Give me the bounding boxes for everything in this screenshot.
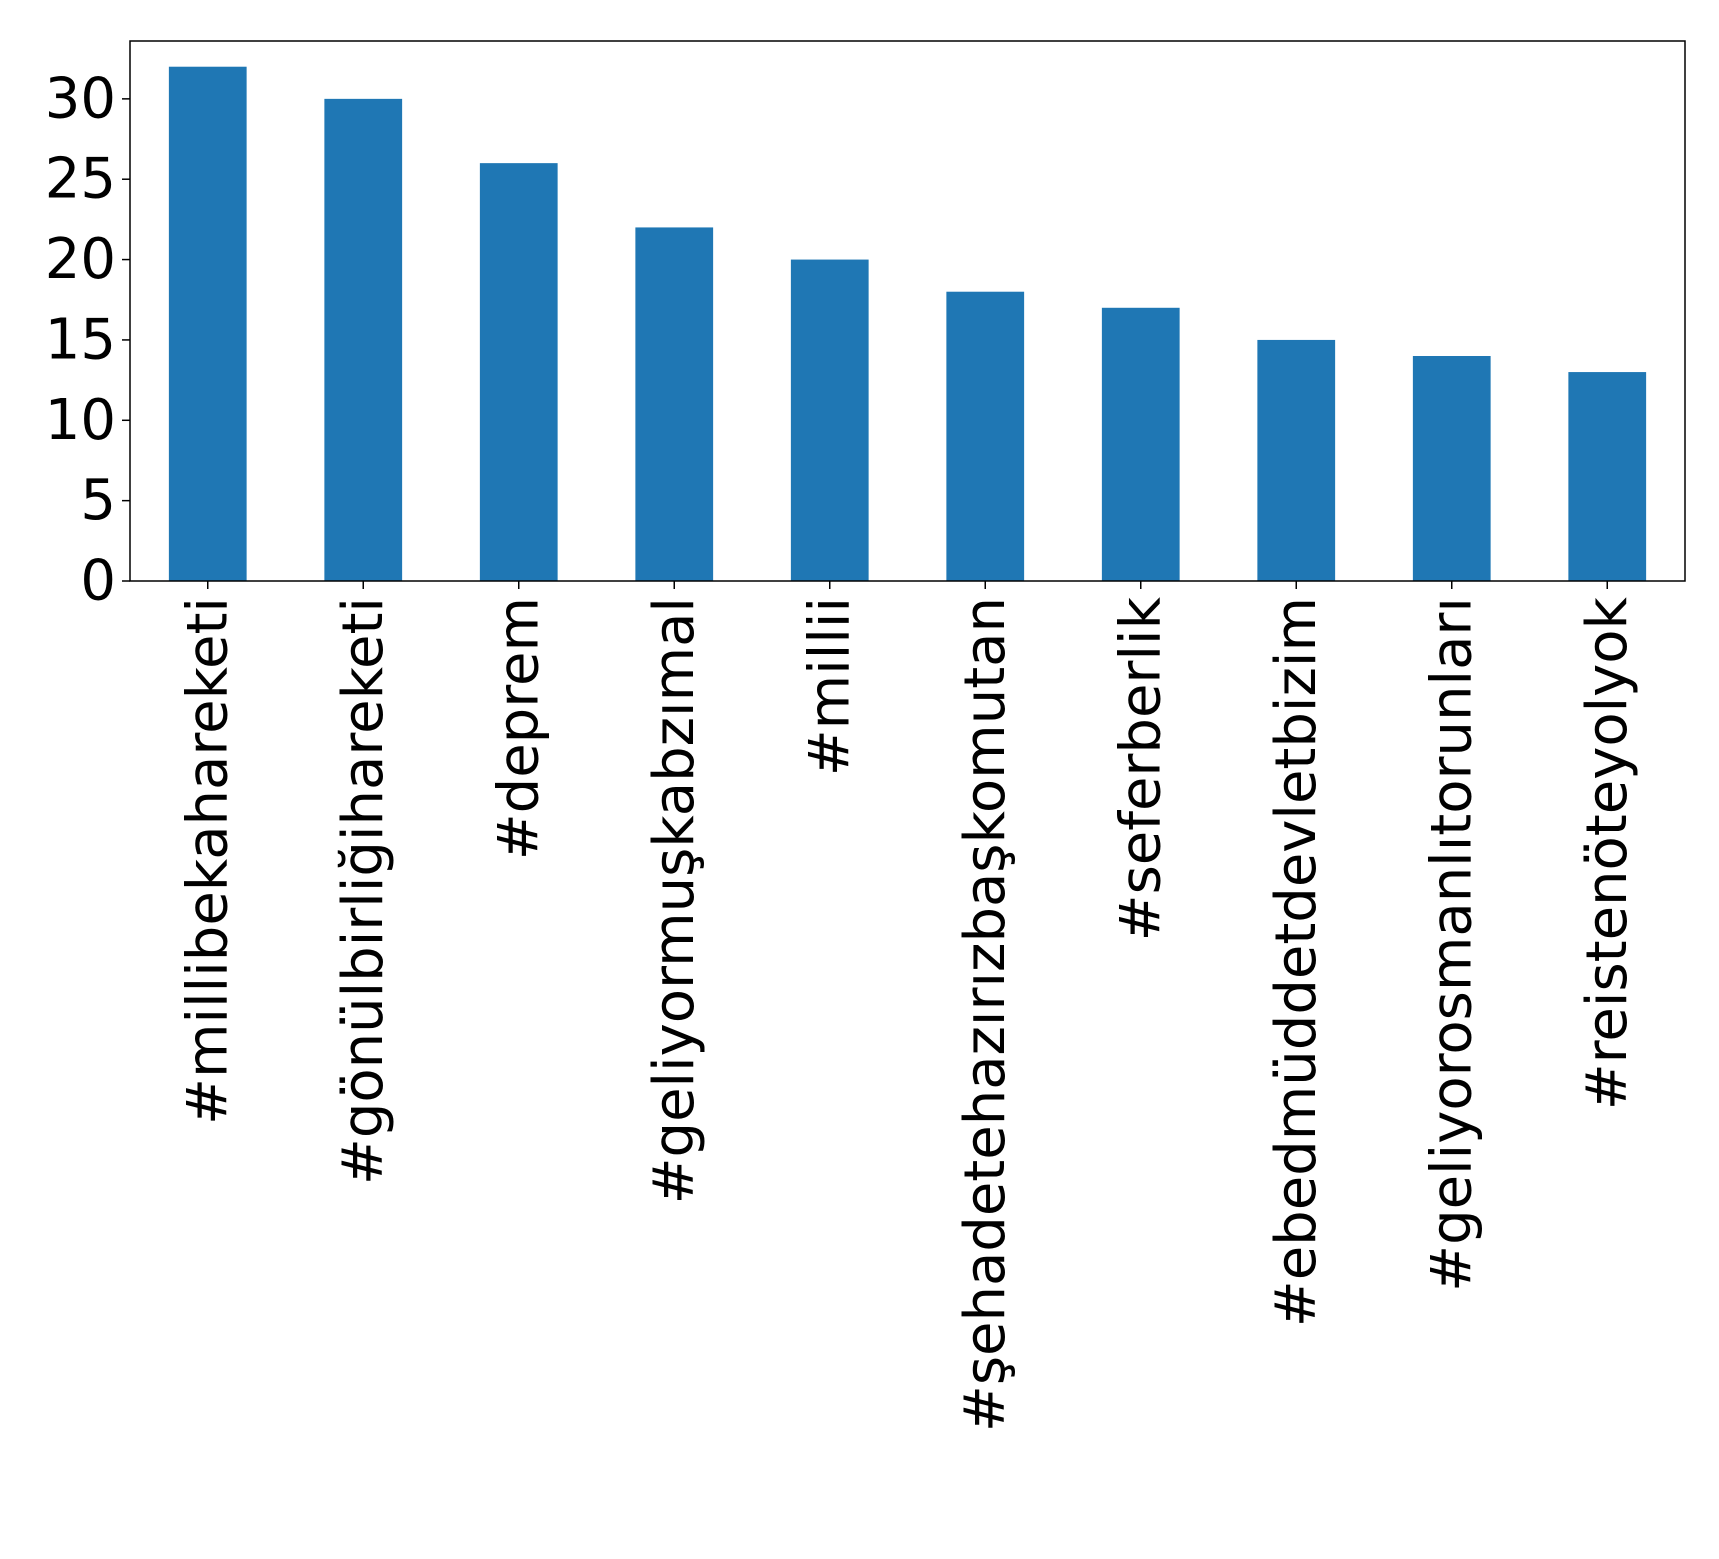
x-tick-label-3: #geliyormuşkabzımal	[642, 597, 707, 1204]
x-tick-label-0: #millibekahareketi	[175, 597, 240, 1125]
bar-7	[1257, 339, 1336, 581]
x-tick-label-1: #gönülbirliğihareketi	[331, 597, 396, 1185]
x-tick-label-6: #seferberlik	[1108, 596, 1173, 941]
x-axis: #millibekahareketi #gönülbirliğihareketi #…	[175, 581, 1640, 1432]
bar-2	[479, 163, 558, 581]
bar-4	[790, 259, 869, 581]
bar-0	[168, 66, 247, 581]
y-tick-label-6: 30	[45, 66, 116, 131]
bars-group	[168, 66, 1647, 581]
y-tick-label-5: 25	[45, 147, 116, 212]
y-tick-label-3: 15	[45, 307, 116, 372]
x-tick-label-5: #şehadetehazırızbaşkomutan	[953, 597, 1018, 1432]
x-tick-label-9: #reistenöteyolyok	[1575, 596, 1640, 1110]
y-tick-label-0: 0	[80, 549, 116, 614]
x-tick-label-2: #deprem	[486, 597, 551, 860]
bar-9	[1568, 372, 1647, 581]
x-tick-label-7: #ebedmüddetdevletbizim	[1264, 597, 1329, 1327]
x-tick-label-4: #millii	[797, 597, 862, 776]
bar-6	[1101, 307, 1180, 581]
plot-frame	[129, 40, 1686, 582]
bar-1	[324, 98, 403, 581]
x-tick-label-8: #geliyorosmanlıtorunları	[1419, 597, 1484, 1292]
y-tick-label-1: 5	[80, 468, 116, 533]
bar-8	[1412, 356, 1491, 581]
y-tick-label-2: 10	[45, 388, 116, 453]
bar-3	[635, 227, 714, 581]
y-tick-label-4: 20	[45, 227, 116, 292]
y-axis: 0 5 10 15 20 25 30	[45, 66, 130, 614]
bar-5	[946, 291, 1025, 581]
